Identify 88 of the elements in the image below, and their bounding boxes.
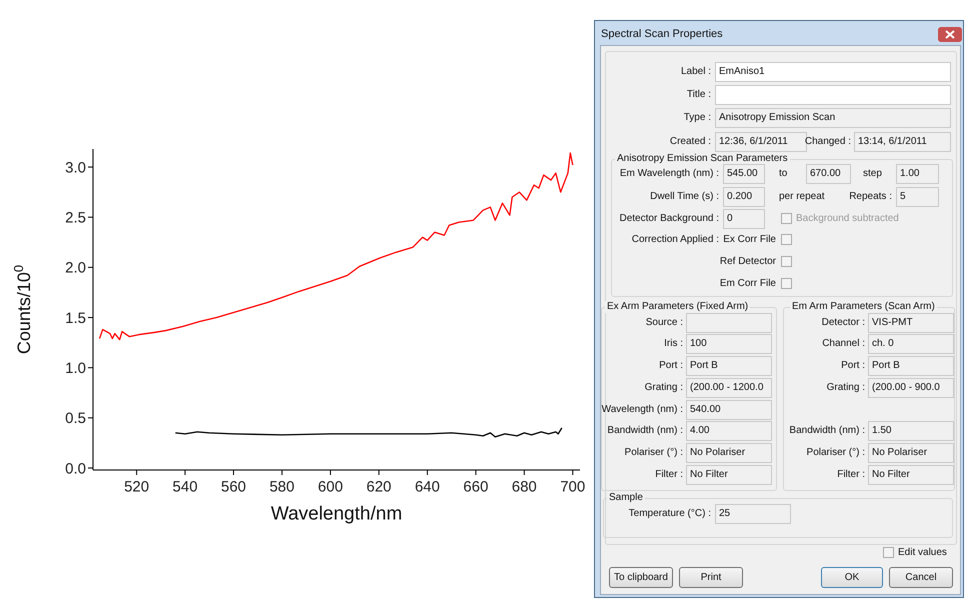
- text: Port B: [872, 360, 900, 372]
- text: Em Wavelength (nm) :: [620, 168, 719, 180]
- text: Bandwidth (nm) :: [789, 425, 865, 437]
- text: Port :: [841, 360, 865, 372]
- text: step: [863, 168, 882, 180]
- text: EmAniso1: [719, 66, 765, 78]
- text: Ex Arm Parameters (Fixed Arm): [605, 301, 750, 313]
- text: Anisotropy Emission Scan Parameters: [615, 153, 790, 165]
- x-tick-label: 520: [124, 478, 150, 496]
- text: 0.200: [727, 191, 752, 203]
- text: OK: [821, 567, 883, 588]
- x-tick-label: 560: [221, 478, 246, 496]
- text: Cancel: [889, 567, 953, 588]
- x-tick-label: 600: [318, 478, 343, 496]
- y-tick-label: 3.0: [65, 159, 86, 176]
- text: Grating :: [826, 382, 865, 394]
- text: Ex Corr File: [723, 234, 776, 246]
- text: 545.00: [727, 168, 758, 180]
- text: (200.00 - 900.0: [872, 382, 940, 394]
- text: Created :: [670, 136, 711, 148]
- y-tick-label: 1.5: [65, 310, 86, 327]
- text: 670.00: [810, 168, 841, 180]
- text: Changed :: [804, 136, 851, 148]
- text: Detector Background :: [620, 213, 719, 225]
- text: 1.00: [900, 168, 920, 180]
- text: Grating :: [644, 382, 683, 394]
- text: 25: [719, 508, 730, 520]
- text: Channel :: [822, 338, 865, 350]
- text: per repeat: [779, 191, 825, 203]
- text: Type :: [684, 112, 711, 124]
- line-series: [174, 427, 562, 438]
- text: Print: [679, 567, 743, 588]
- x-tick-label: 660: [463, 478, 488, 496]
- y-tick-label: 0.0: [65, 460, 86, 478]
- text: Label :: [680, 66, 711, 78]
- text: Polariser (°) :: [806, 447, 865, 459]
- text: Anisotropy Emission Scan: [719, 112, 836, 124]
- text: 13:14, 6/1/2011: [858, 136, 927, 148]
- text: Filter :: [655, 469, 683, 481]
- text: Detector :: [822, 317, 865, 329]
- text: Background subtracted: [796, 213, 899, 225]
- y-tick-label: 2.5: [65, 210, 86, 227]
- text: Iris :: [664, 338, 683, 350]
- text: Dwell Time (s) :: [650, 191, 719, 203]
- text: No Polariser: [872, 447, 928, 459]
- x-tick-label: 540: [172, 478, 198, 496]
- text: 4.00: [690, 425, 710, 437]
- text: Port :: [659, 360, 683, 372]
- source-note: Source :: [646, 317, 683, 329]
- x-tick-label: 700: [560, 478, 586, 496]
- y-tick-label: 1.0: [65, 360, 86, 378]
- text: Temperature (°C) :: [628, 508, 711, 520]
- text: 5: [900, 191, 906, 203]
- text: 12:36, 6/1/2011: [719, 136, 788, 148]
- text: ch. 0: [872, 338, 894, 350]
- text: Em Arm Parameters (Scan Arm): [790, 301, 937, 313]
- text: Polariser (°) :: [624, 447, 683, 459]
- y-tick-label: 0.5: [65, 410, 86, 428]
- text: Sample: [607, 492, 645, 504]
- text: Wavelength (nm) :: [602, 404, 683, 416]
- text: To clipboard: [609, 567, 673, 588]
- text: Ref Detector: [720, 256, 776, 268]
- x-axis-title: Wavelength/nm: [270, 503, 402, 524]
- text: 1.50: [872, 425, 892, 437]
- text: Repeats :: [849, 191, 892, 203]
- x-tick-label: 640: [414, 478, 440, 496]
- text: (200.00 - 1200.0: [690, 382, 764, 394]
- text: 0: [727, 213, 733, 225]
- text: Em Corr File: [720, 278, 776, 290]
- text: Filter :: [837, 469, 865, 481]
- text: Port B: [690, 360, 718, 372]
- text: Spectral Scan Properties: [601, 28, 723, 40]
- text: Correction Applied :: [632, 234, 719, 246]
- text: VIS-PMT: [872, 317, 913, 329]
- line-series: [98, 152, 574, 340]
- text: 540.00: [690, 404, 721, 416]
- x-tick-label: 580: [269, 478, 294, 496]
- x-tick-label: 680: [512, 478, 537, 496]
- text: No Filter: [690, 469, 728, 481]
- x-tick-label: 620: [366, 478, 392, 496]
- text: No Polariser: [690, 447, 746, 459]
- text: No Filter: [872, 469, 910, 481]
- text: 100: [690, 338, 707, 350]
- y-tick-label: 2.0: [65, 260, 86, 277]
- text: Title :: [686, 89, 711, 101]
- text: to: [779, 168, 788, 180]
- text: Bandwidth (nm) :: [607, 425, 683, 437]
- text: Edit values: [898, 547, 947, 559]
